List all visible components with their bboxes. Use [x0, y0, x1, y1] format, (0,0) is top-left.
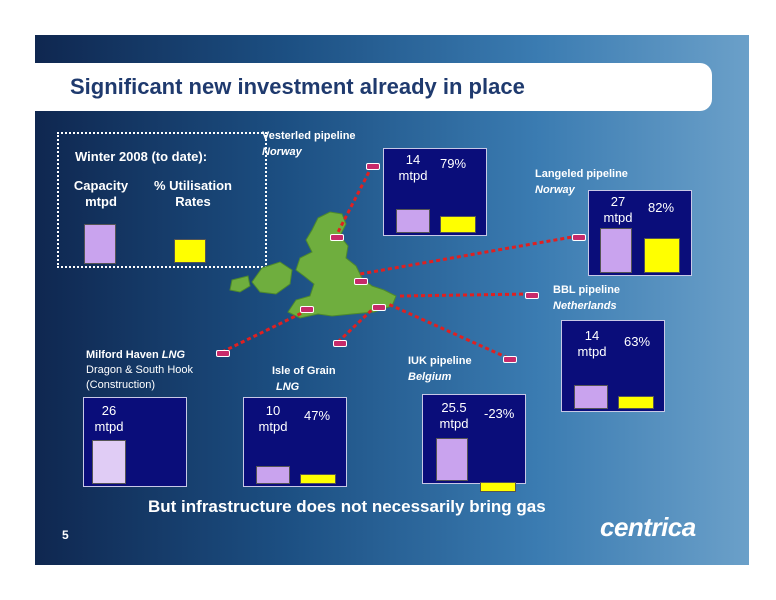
isle-of-grain-marker: [333, 340, 347, 347]
vesterled-utilisation: 79%: [440, 156, 467, 171]
langeled-capacity: 27 mtpd: [603, 194, 633, 225]
centrica-logo: centrica: [600, 512, 696, 542]
iuk-pipeline-line: [387, 302, 509, 360]
milford-haven-label: Milford Haven LNG Dragon & South Hook (C…: [86, 349, 194, 391]
isle-of-grain-capacity-bar: [256, 466, 290, 484]
iuk-capacity: 25.5 mtpd: [439, 400, 469, 431]
legend-heading: Winter 2008 (to date):: [75, 149, 208, 164]
milford-haven-pipeline-line: [221, 308, 309, 354]
vesterled-marker: [366, 163, 380, 170]
vesterled-capacity-bar: [396, 209, 430, 233]
bbl-marker: [525, 292, 539, 299]
legend-utilisation-swatch: [174, 239, 206, 263]
iuk-label: IUK pipeline Belgium: [408, 355, 472, 383]
langeled-label: Langeled pipeline Norway: [535, 168, 628, 196]
landing-marker: [330, 234, 344, 241]
iuk-capacity-bar: [436, 438, 468, 481]
landing-marker: [372, 304, 386, 311]
vesterled-label: Vesterled pipeline Norway: [262, 130, 356, 158]
isle-of-grain-capacity: 10 mtpd: [258, 403, 288, 434]
landing-marker: [354, 278, 368, 285]
vesterled-utilisation-bar: [440, 216, 476, 233]
iuk-utilisation: -23%: [484, 406, 515, 421]
legend-capacity-label: Capacity mtpd: [73, 178, 129, 209]
milford-haven-capacity: 26 mtpd: [94, 403, 124, 434]
langeled-utilisation-bar: [644, 238, 680, 273]
iuk-utilisation-bar: [480, 482, 516, 492]
bbl-capacity: 14 mtpd: [577, 328, 607, 359]
vesterled-capacity: 14 mtpd: [398, 152, 428, 183]
slide-title: Significant new investment already in pl…: [70, 74, 525, 99]
footer-statement: But infrastructure does not necessarily …: [148, 497, 546, 516]
langeled-utilisation: 82%: [648, 200, 675, 215]
bbl-capacity-bar: [574, 385, 608, 409]
langeled-pipeline-line: [359, 234, 579, 276]
bbl-utilisation: 63%: [624, 334, 651, 349]
title-bar: [35, 63, 712, 111]
bbl-label: BBL pipeline Netherlands: [553, 284, 621, 312]
page-number: 5: [62, 528, 69, 542]
isle-of-grain-utilisation: 47%: [304, 408, 331, 423]
isle-of-grain-label: Isle of Grain LNG: [272, 365, 336, 393]
langeled-marker: [572, 234, 586, 241]
isle-of-grain-utilisation-bar: [300, 474, 336, 484]
bbl-pipeline-line: [399, 292, 531, 298]
landing-marker: [300, 306, 314, 313]
iuk-marker: [503, 356, 517, 363]
legend-utilisation-label: % Utilisation Rates: [153, 178, 232, 209]
milford-haven-capacity-bar: [92, 440, 126, 484]
legend-box: [57, 132, 267, 268]
milford-haven-marker: [216, 350, 230, 357]
legend-capacity-swatch: [84, 224, 116, 264]
bbl-utilisation-bar: [618, 396, 654, 409]
uk-map: [229, 211, 397, 319]
langeled-capacity-bar: [600, 228, 632, 273]
isle-of-grain-pipeline-line: [336, 302, 380, 344]
